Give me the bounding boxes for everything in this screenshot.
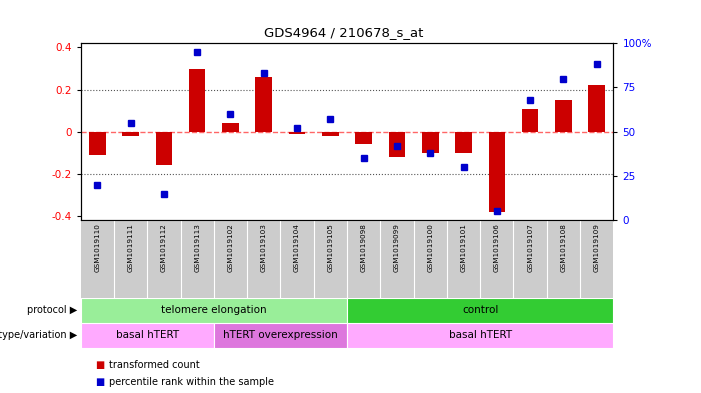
Text: GSM1019105: GSM1019105 bbox=[327, 223, 334, 272]
Text: genotype/variation ▶: genotype/variation ▶ bbox=[0, 330, 77, 340]
Bar bbox=[81, 323, 214, 347]
Bar bbox=[355, 132, 372, 144]
Text: GSM1019109: GSM1019109 bbox=[594, 223, 600, 272]
Bar bbox=[347, 323, 613, 347]
Bar bbox=[255, 77, 272, 132]
Bar bbox=[222, 123, 239, 132]
Text: GDS4964 / 210678_s_at: GDS4964 / 210678_s_at bbox=[264, 26, 423, 39]
Text: GSM1019110: GSM1019110 bbox=[94, 223, 100, 272]
Bar bbox=[122, 132, 139, 136]
Bar bbox=[214, 323, 347, 347]
Bar bbox=[289, 132, 306, 134]
Text: GSM1019106: GSM1019106 bbox=[494, 223, 500, 272]
Text: hTERT overexpression: hTERT overexpression bbox=[223, 330, 338, 340]
Bar bbox=[422, 132, 439, 153]
Bar bbox=[455, 132, 472, 153]
Text: GSM1019107: GSM1019107 bbox=[527, 223, 533, 272]
Bar bbox=[347, 298, 613, 323]
Text: GSM1019099: GSM1019099 bbox=[394, 223, 400, 272]
Text: GSM1019104: GSM1019104 bbox=[294, 223, 300, 272]
Text: basal hTERT: basal hTERT bbox=[116, 330, 179, 340]
Bar bbox=[388, 132, 405, 157]
Bar bbox=[522, 108, 538, 132]
Bar bbox=[322, 132, 339, 136]
Text: control: control bbox=[462, 305, 498, 315]
Text: GSM1019102: GSM1019102 bbox=[227, 223, 233, 272]
Text: protocol ▶: protocol ▶ bbox=[27, 305, 77, 315]
Text: GSM1019101: GSM1019101 bbox=[461, 223, 467, 272]
Text: percentile rank within the sample: percentile rank within the sample bbox=[109, 377, 273, 387]
Bar bbox=[189, 68, 205, 132]
Text: GSM1019111: GSM1019111 bbox=[128, 223, 134, 272]
Text: GSM1019108: GSM1019108 bbox=[560, 223, 566, 272]
Text: transformed count: transformed count bbox=[109, 360, 199, 370]
Text: GSM1019100: GSM1019100 bbox=[427, 223, 433, 272]
Text: GSM1019112: GSM1019112 bbox=[161, 223, 167, 272]
Text: basal hTERT: basal hTERT bbox=[449, 330, 512, 340]
Bar bbox=[89, 132, 106, 155]
Text: ■: ■ bbox=[95, 377, 104, 387]
Bar bbox=[156, 132, 172, 165]
Bar bbox=[489, 132, 505, 212]
Text: ■: ■ bbox=[95, 360, 104, 370]
Bar bbox=[555, 100, 572, 132]
Text: GSM1019103: GSM1019103 bbox=[261, 223, 267, 272]
Text: GSM1019113: GSM1019113 bbox=[194, 223, 200, 272]
Text: telomere elongation: telomere elongation bbox=[161, 305, 266, 315]
Bar bbox=[81, 298, 347, 323]
Bar bbox=[588, 85, 605, 132]
Text: GSM1019098: GSM1019098 bbox=[360, 223, 367, 272]
